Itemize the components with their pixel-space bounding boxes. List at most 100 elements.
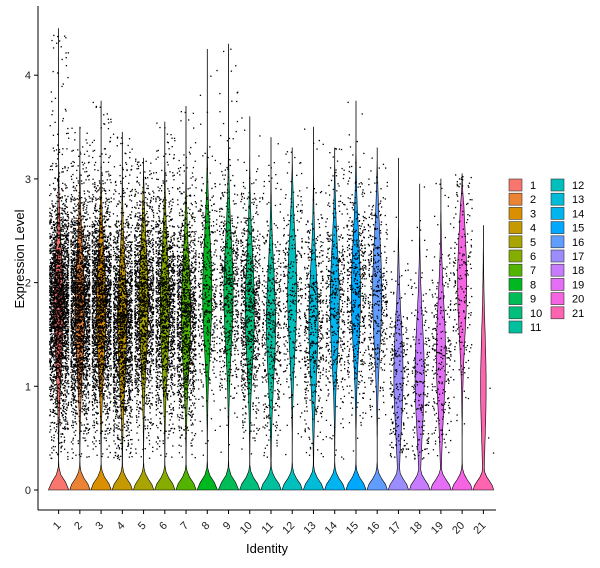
data-point bbox=[53, 350, 55, 352]
data-point bbox=[84, 320, 86, 322]
data-point bbox=[84, 281, 86, 283]
data-point bbox=[77, 440, 79, 442]
data-point bbox=[51, 317, 53, 319]
data-point bbox=[74, 298, 76, 300]
data-point bbox=[61, 258, 63, 260]
data-point bbox=[54, 401, 56, 404]
data-point bbox=[64, 266, 66, 269]
data-point bbox=[78, 348, 80, 350]
data-point bbox=[55, 340, 57, 342]
data-point bbox=[80, 345, 82, 347]
data-point bbox=[79, 237, 81, 240]
data-point bbox=[67, 458, 69, 460]
data-point bbox=[83, 367, 85, 369]
data-point bbox=[52, 347, 54, 349]
data-point bbox=[79, 271, 81, 274]
data-point bbox=[60, 297, 62, 299]
data-point bbox=[56, 336, 58, 339]
data-point bbox=[84, 297, 86, 299]
data-point bbox=[68, 232, 70, 234]
data-point bbox=[70, 220, 73, 222]
data-point bbox=[57, 367, 59, 369]
data-point bbox=[55, 202, 57, 205]
data-point bbox=[82, 316, 84, 319]
data-point bbox=[79, 321, 81, 323]
data-point bbox=[65, 289, 67, 291]
data-point bbox=[72, 265, 74, 268]
data-point bbox=[51, 315, 53, 317]
data-point bbox=[51, 371, 53, 373]
data-point bbox=[62, 294, 65, 296]
data-point bbox=[73, 285, 75, 287]
data-point bbox=[79, 279, 81, 281]
data-point bbox=[80, 302, 82, 304]
data-point bbox=[85, 263, 87, 265]
data-point bbox=[52, 293, 54, 295]
data-point bbox=[74, 333, 76, 335]
data-point bbox=[72, 160, 74, 163]
data-point bbox=[66, 347, 68, 349]
data-point bbox=[59, 284, 61, 286]
data-point bbox=[57, 423, 59, 425]
data-point bbox=[100, 260, 102, 262]
data-point bbox=[87, 317, 89, 319]
data-point bbox=[67, 330, 69, 332]
data-point bbox=[53, 273, 55, 275]
data-point bbox=[55, 284, 57, 286]
data-point bbox=[61, 188, 63, 190]
data-point bbox=[83, 301, 85, 303]
data-point bbox=[66, 187, 68, 189]
data-point bbox=[71, 361, 73, 363]
data-point bbox=[86, 360, 88, 362]
data-point bbox=[60, 335, 62, 337]
data-point bbox=[65, 336, 67, 338]
data-point bbox=[59, 349, 62, 351]
violin-15 bbox=[345, 100, 367, 491]
data-point bbox=[62, 148, 64, 150]
data-point bbox=[67, 235, 69, 237]
data-point bbox=[57, 325, 60, 327]
data-point bbox=[63, 234, 66, 236]
data-point bbox=[58, 318, 61, 320]
data-point bbox=[64, 35, 66, 37]
data-point bbox=[62, 399, 65, 402]
data-point bbox=[78, 415, 80, 418]
data-point bbox=[54, 305, 56, 307]
data-point bbox=[60, 353, 63, 355]
data-point bbox=[74, 371, 76, 373]
data-point bbox=[59, 315, 61, 317]
data-point bbox=[61, 266, 63, 269]
data-point bbox=[59, 278, 61, 281]
data-point bbox=[100, 302, 102, 304]
data-point bbox=[75, 343, 77, 345]
data-point bbox=[84, 393, 86, 396]
data-point bbox=[57, 432, 59, 434]
data-point bbox=[76, 242, 78, 245]
data-point bbox=[70, 197, 72, 199]
data-point bbox=[54, 260, 56, 262]
data-point bbox=[102, 393, 104, 395]
data-point bbox=[50, 193, 52, 195]
data-point bbox=[93, 384, 95, 386]
data-point bbox=[53, 265, 55, 267]
data-point bbox=[66, 309, 68, 311]
data-point bbox=[74, 232, 77, 234]
data-point bbox=[67, 76, 69, 79]
data-point bbox=[59, 293, 61, 295]
data-point bbox=[49, 431, 51, 433]
data-point bbox=[71, 393, 74, 396]
data-point bbox=[61, 433, 64, 435]
data-point bbox=[70, 249, 73, 251]
data-point bbox=[73, 209, 75, 212]
data-point bbox=[74, 341, 77, 344]
data-point bbox=[50, 252, 52, 254]
data-point bbox=[58, 321, 60, 323]
data-point bbox=[77, 395, 80, 397]
data-point bbox=[67, 266, 69, 268]
data-point bbox=[58, 225, 60, 227]
data-point bbox=[59, 360, 62, 362]
points-group-1 bbox=[49, 34, 70, 460]
data-point bbox=[74, 336, 76, 338]
data-point bbox=[84, 386, 86, 388]
data-point bbox=[88, 300, 90, 302]
